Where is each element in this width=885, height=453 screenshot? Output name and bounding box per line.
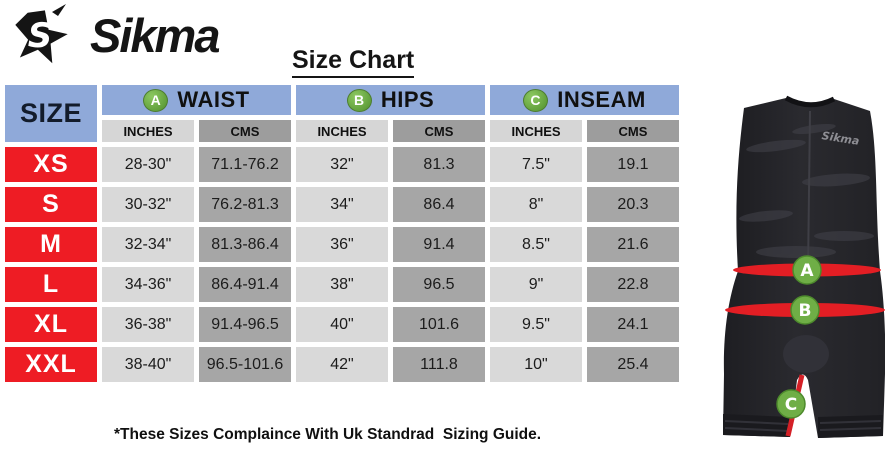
- unit-header-row: INCHES CMS INCHES CMS INCHES CMS: [5, 120, 679, 142]
- hips-inches-value: 40": [296, 307, 388, 342]
- size-label: L: [5, 267, 97, 302]
- inseam-cms-value: 22.8: [587, 267, 679, 302]
- garment-chest-logo: Sikma: [821, 129, 860, 148]
- hips-inches-value: 42": [296, 347, 388, 382]
- inseam-label: INSEAM: [557, 87, 646, 113]
- waist-inches-value: 28-30": [102, 147, 194, 182]
- marker-a-badge: A: [143, 89, 169, 113]
- garment-pad: [783, 335, 829, 373]
- hips-inches-value: 34": [296, 187, 388, 222]
- inseam-cms-header: CMS: [587, 120, 679, 142]
- hips-label: HIPS: [380, 87, 435, 113]
- hips-cms-value: 101.6: [393, 307, 485, 342]
- waist-cms-value: 91.4-96.5: [199, 307, 291, 342]
- inseam-inches-value: 9.5": [490, 307, 582, 342]
- size-table: SIZE A WAIST B HIPS C INSEAM INCHES CMS INC…: [0, 80, 684, 387]
- waist-inches-value: 34-36": [102, 267, 194, 302]
- waist-inches-value: 32-34": [102, 227, 194, 262]
- table-row: S 30-32" 76.2-81.3 34" 86.4 8" 20.3: [5, 187, 679, 222]
- waist-cms-value: 86.4-91.4: [199, 267, 291, 302]
- waist-cms-header: CMS: [199, 120, 291, 142]
- svg-text:B: B: [799, 301, 812, 321]
- garment-marker-b: B: [790, 295, 820, 325]
- inseam-group-header: C INSEAM: [490, 85, 679, 115]
- inseam-cms-value: 25.4: [587, 347, 679, 382]
- table-row: XL 36-38" 91.4-96.5 40" 101.6 9.5" 24.1: [5, 307, 679, 342]
- garment-hem-bands: [723, 414, 883, 438]
- inseam-inches-value: 10": [490, 347, 582, 382]
- inseam-cms-value: 24.1: [587, 307, 679, 342]
- garment-camo-pattern: [739, 123, 874, 258]
- svg-text:A: A: [800, 261, 814, 281]
- hips-cms-value: 96.5: [393, 267, 485, 302]
- page-title: Size Chart: [292, 46, 415, 78]
- garment-marker-c: C: [776, 389, 806, 419]
- size-label: XXL: [5, 347, 97, 382]
- inseam-inches-header: INCHES: [490, 120, 582, 142]
- brand-name: Sikma: [90, 8, 220, 62]
- hips-cms-header: CMS: [393, 120, 485, 142]
- marker-b-badge: B: [346, 89, 372, 113]
- marker-c-badge: C: [523, 89, 549, 113]
- waist-inches-value: 30-32": [102, 187, 194, 222]
- size-label: M: [5, 227, 97, 262]
- inseam-cms-value: 19.1: [587, 147, 679, 182]
- waist-cms-value: 96.5-101.6: [199, 347, 291, 382]
- svg-text:C: C: [785, 395, 797, 415]
- inseam-inches-value: 7.5": [490, 147, 582, 182]
- size-label: XS: [5, 147, 97, 182]
- waist-cms-value: 76.2-81.3: [199, 187, 291, 222]
- hips-cms-value: 91.4: [393, 227, 485, 262]
- hips-cms-value: 86.4: [393, 187, 485, 222]
- waist-cms-value: 81.3-86.4: [199, 227, 291, 262]
- zipper-line: [807, 110, 811, 272]
- hips-group-header: B HIPS: [296, 85, 485, 115]
- garment-illustration: Sikma A B C: [723, 95, 885, 438]
- hips-inches-value: 38": [296, 267, 388, 302]
- brand-star-icon: S: [15, 4, 68, 64]
- brand-logo: S Sikma: [10, 2, 220, 68]
- table-row: L 34-36" 86.4-91.4 38" 96.5 9" 22.8: [5, 267, 679, 302]
- hips-inches-header: INCHES: [296, 120, 388, 142]
- inseam-cms-value: 21.6: [587, 227, 679, 262]
- table-row: XXL 38-40" 96.5-101.6 42" 111.8 10" 25.4: [5, 347, 679, 382]
- size-label: S: [5, 187, 97, 222]
- hips-cms-value: 81.3: [393, 147, 485, 182]
- table-row: XS 28-30" 71.1-76.2 32" 81.3 7.5" 19.1: [5, 147, 679, 182]
- waist-inches-value: 38-40": [102, 347, 194, 382]
- waist-cms-value: 71.1-76.2: [199, 147, 291, 182]
- inseam-inches-value: 9": [490, 267, 582, 302]
- garment-collar: [784, 95, 836, 108]
- svg-text:S: S: [28, 16, 53, 56]
- table-row: M 32-34" 81.3-86.4 36" 91.4 8.5" 21.6: [5, 227, 679, 262]
- hips-inches-value: 36": [296, 227, 388, 262]
- waist-inches-value: 36-38": [102, 307, 194, 342]
- hips-inches-value: 32": [296, 147, 388, 182]
- size-label: XL: [5, 307, 97, 342]
- hips-cms-value: 111.8: [393, 347, 485, 382]
- waist-label: WAIST: [177, 87, 250, 113]
- inseam-inches-value: 8.5": [490, 227, 582, 262]
- waist-group-header: A WAIST: [102, 85, 291, 115]
- inseam-inches-value: 8": [490, 187, 582, 222]
- inseam-cms-value: 20.3: [587, 187, 679, 222]
- footnote: *These Sizes Complaince With Uk Standrad…: [114, 426, 542, 443]
- waist-inches-header: INCHES: [102, 120, 194, 142]
- size-column-header: SIZE: [5, 85, 97, 142]
- garment-marker-a: A: [792, 255, 822, 285]
